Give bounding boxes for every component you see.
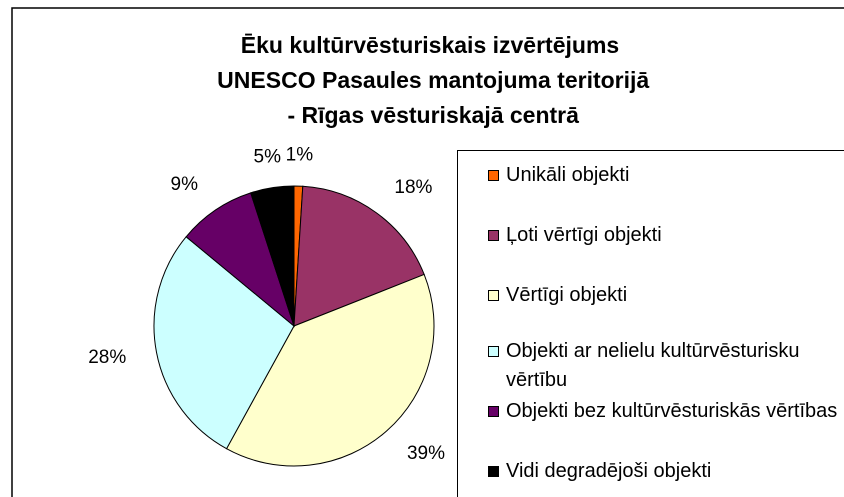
legend-item: Objekti bez kultūrvēsturiskās vērtības (488, 397, 844, 426)
data-label: 39% (407, 443, 445, 464)
chart-title: Ēku kultūrvēsturiskais izvērtējums UNESC… (211, 32, 650, 128)
data-label: 9% (171, 174, 199, 195)
data-label: 28% (88, 347, 126, 368)
legend-swatch (488, 406, 499, 417)
pie-slice (153, 236, 295, 450)
legend-item: Vidi degradējoši objekti (488, 457, 844, 486)
legend-item: Objekti ar nelielu kultūrvēsturisku vērt… (488, 337, 844, 395)
legend-label: Unikāli objekti (506, 164, 630, 186)
legend: Unikāli objekti Ļoti vērtīgi objekti Vērtī… (457, 150, 844, 497)
chart-border (11, 7, 844, 497)
legend-swatch (488, 170, 499, 181)
data-label: 5% (254, 146, 282, 167)
legend-swatch (488, 466, 499, 477)
data-label: 18% (394, 177, 432, 198)
legend-label: Ļoti vērtīgi objekti (506, 224, 662, 246)
legend-swatch (488, 346, 499, 357)
pie-slice (250, 185, 295, 327)
legend-swatch (488, 290, 499, 301)
legend-label: Objekti ar nelielu kultūrvēsturisku vērt… (506, 340, 800, 391)
legend-item: Vērtīgi objekti (488, 281, 844, 310)
legend-label: Objekti bez kultūrvēsturiskās vērtības (506, 400, 838, 422)
pie-slice (293, 185, 425, 327)
legend-swatch (488, 230, 499, 241)
pie-slice (225, 273, 435, 467)
legend-label: Vidi degradējoši objekti (506, 460, 712, 482)
data-label: 1% (286, 144, 314, 165)
legend-item: Ļoti vērtīgi objekti (488, 221, 844, 250)
legend-label: Vērtīgi objekti (506, 284, 628, 306)
pie-slice (185, 192, 296, 328)
legend-item: Unikāli objekti (488, 161, 844, 190)
